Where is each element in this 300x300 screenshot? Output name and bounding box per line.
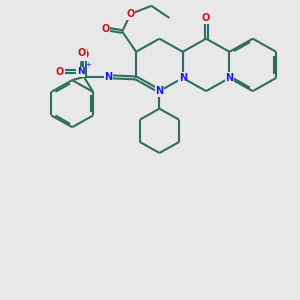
Text: N: N: [104, 72, 112, 82]
Text: O: O: [202, 14, 210, 23]
Text: O: O: [101, 24, 110, 34]
Text: N: N: [155, 86, 164, 96]
Text: N: N: [225, 73, 233, 83]
Text: +: +: [85, 62, 91, 68]
Text: O: O: [126, 9, 135, 19]
Text: N: N: [179, 73, 187, 83]
Text: O: O: [78, 48, 86, 58]
Text: O: O: [56, 67, 64, 76]
Text: N: N: [77, 67, 85, 76]
Text: O: O: [81, 50, 89, 60]
Text: -: -: [85, 46, 88, 52]
